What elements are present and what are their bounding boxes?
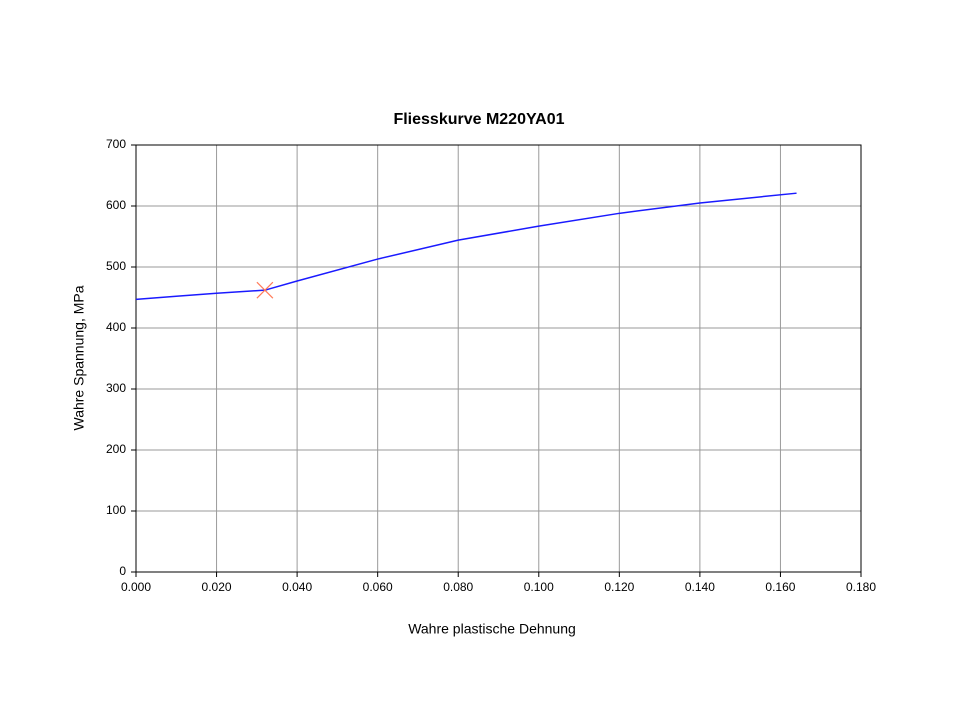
x-tick-label: 0.060 <box>363 580 393 594</box>
x-tick-label: 0.180 <box>846 580 876 594</box>
y-tick-label: 0 <box>119 564 126 578</box>
y-axis-title: Wahre Spannung, MPa <box>71 285 87 430</box>
y-tick-label: 200 <box>106 442 126 456</box>
chart-title: Fliesskurve M220YA01 <box>393 111 564 128</box>
y-tick-label: 500 <box>106 259 126 273</box>
y-tick-label: 600 <box>106 198 126 212</box>
point-marker <box>256 281 274 299</box>
x-tick-label: 0.000 <box>121 580 151 594</box>
x-tick-label: 0.040 <box>282 580 312 594</box>
x-tick-label: 0.020 <box>202 580 232 594</box>
y-tick-label: 300 <box>106 381 126 395</box>
data-line <box>135 192 797 301</box>
x-tick-label: 0.100 <box>524 580 554 594</box>
y-tick-label: 100 <box>106 503 126 517</box>
plot-frame <box>135 144 862 573</box>
x-axis-title: Wahre plastische Dehnung <box>408 621 576 637</box>
x-tick-label: 0.160 <box>765 580 795 594</box>
x-tick-label: 0.120 <box>604 580 634 594</box>
x-tick-label: 0.140 <box>685 580 715 594</box>
x-tick-label: 0.080 <box>443 580 473 594</box>
y-tick-label: 700 <box>106 137 126 151</box>
y-tick-label: 400 <box>106 320 126 334</box>
